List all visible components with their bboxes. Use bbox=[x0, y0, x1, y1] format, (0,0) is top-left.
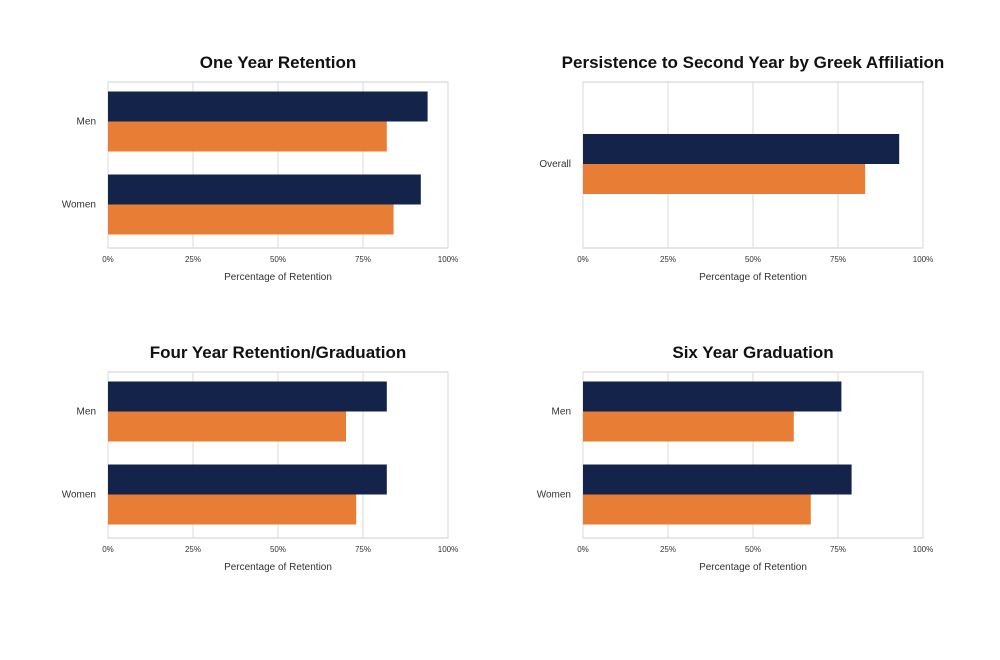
chart-svg: Persistence to Second Year by Greek Affi… bbox=[539, 53, 945, 283]
x-axis-label: Percentage of Retention bbox=[224, 272, 332, 283]
chart-svg: Six Year Graduation 0% 25% 50% 75% 100% Men Wom… bbox=[537, 343, 934, 573]
x-tick-label: 0% bbox=[577, 255, 589, 264]
chart-title: Six Year Graduation bbox=[672, 343, 833, 362]
bar-women-series-2 bbox=[108, 204, 394, 235]
category-label: Men bbox=[77, 407, 96, 418]
bar-women-series-2 bbox=[108, 494, 357, 525]
chart-title: One Year Retention bbox=[200, 53, 357, 72]
bar-men-series-2 bbox=[108, 121, 387, 152]
x-tick-label: 50% bbox=[745, 255, 761, 264]
chart-title: Persistence to Second Year by Greek Affi… bbox=[562, 53, 945, 72]
x-tick-label: 25% bbox=[660, 545, 676, 554]
x-tick-label: 50% bbox=[270, 255, 286, 264]
x-axis-label: Percentage of Retention bbox=[224, 562, 332, 573]
x-tick-label: 25% bbox=[660, 255, 676, 264]
x-tick-label: 25% bbox=[185, 545, 201, 554]
bar-men-series-1 bbox=[583, 381, 842, 412]
x-tick-label: 100% bbox=[913, 255, 933, 264]
bar-men-series-2 bbox=[108, 411, 346, 442]
bar-women-series-1 bbox=[583, 464, 852, 495]
chart-title: Four Year Retention/Graduation bbox=[150, 343, 407, 362]
chart-persistence-greek: Persistence to Second Year by Greek Affi… bbox=[495, 40, 975, 340]
x-tick-label: 0% bbox=[102, 545, 114, 554]
bar-men-series-1 bbox=[108, 381, 387, 412]
bar-overall-series-1 bbox=[583, 134, 900, 164]
category-label: Women bbox=[537, 490, 571, 501]
chart-one-year-retention: One Year Retention 0% 25% 50% 75% 100% Men Wome… bbox=[20, 40, 500, 340]
category-label: Women bbox=[62, 200, 96, 211]
bar-women-series-1 bbox=[108, 464, 387, 495]
x-tick-label: 75% bbox=[355, 255, 371, 264]
bar-men-series-1 bbox=[108, 91, 428, 122]
chart-svg: One Year Retention 0% 25% 50% 75% 100% Men Wome… bbox=[62, 53, 459, 283]
category-label: Men bbox=[77, 117, 96, 128]
chart-four-year-retention: Four Year Retention/Graduation 0% 25% 50% 75… bbox=[20, 330, 500, 630]
x-tick-label: 50% bbox=[745, 545, 761, 554]
category-label: Women bbox=[62, 490, 96, 501]
x-tick-label: 25% bbox=[185, 255, 201, 264]
x-tick-label: 75% bbox=[355, 545, 371, 554]
x-tick-label: 0% bbox=[577, 545, 589, 554]
x-tick-label: 0% bbox=[102, 255, 114, 264]
bar-men-series-2 bbox=[583, 411, 794, 442]
x-tick-label: 100% bbox=[913, 545, 933, 554]
x-tick-label: 75% bbox=[830, 545, 846, 554]
chart-six-year-graduation: Six Year Graduation 0% 25% 50% 75% 100% Men Wom… bbox=[495, 330, 975, 630]
bar-women-series-1 bbox=[108, 174, 421, 205]
category-label: Overall bbox=[539, 159, 571, 170]
x-axis-label: Percentage of Retention bbox=[699, 562, 807, 573]
x-tick-label: 50% bbox=[270, 545, 286, 554]
x-tick-label: 75% bbox=[830, 255, 846, 264]
bar-overall-series-2 bbox=[583, 164, 866, 194]
bar-women-series-2 bbox=[583, 494, 811, 525]
chart-svg: Four Year Retention/Graduation 0% 25% 50% 75… bbox=[62, 343, 459, 573]
x-tick-label: 100% bbox=[438, 545, 458, 554]
x-tick-label: 100% bbox=[438, 255, 458, 264]
x-axis-label: Percentage of Retention bbox=[699, 272, 807, 283]
category-label: Men bbox=[552, 407, 571, 418]
